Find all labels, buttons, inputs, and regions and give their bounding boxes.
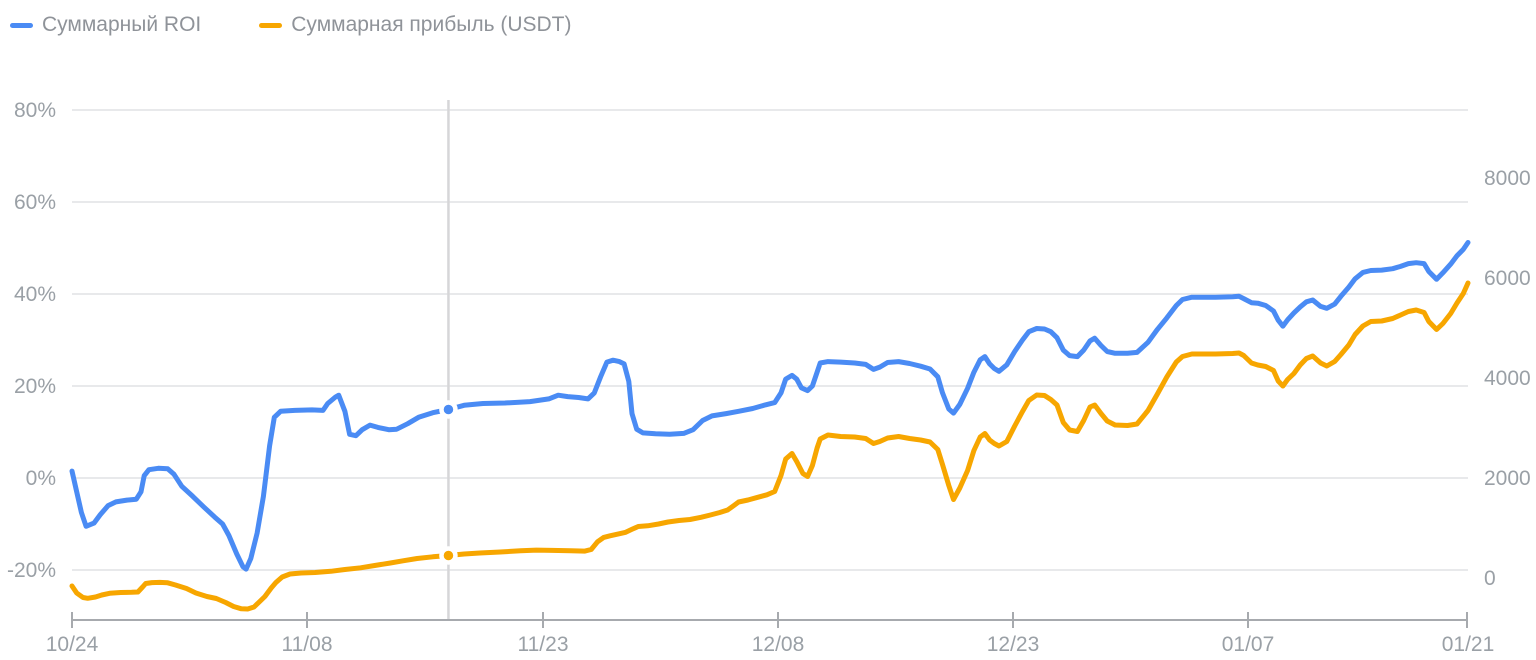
y-right-tick-label: 0 [1484, 567, 1496, 590]
y-right-tick-label: 6000 [1484, 267, 1531, 290]
y-right-tick-label: 4000 [1484, 367, 1531, 390]
profit-line [69, 280, 1471, 612]
profit-crosshair-marker [439, 546, 458, 565]
y-left-tick-label: 20% [14, 375, 56, 398]
y-left-tick-label: 80% [14, 99, 56, 122]
y-left-tick-label: 0% [26, 467, 56, 490]
legend-item-profit[interactable]: Суммарная прибыль (USDT) [259, 12, 572, 38]
y-right-tick-label: 2000 [1484, 467, 1531, 490]
profit-legend-label: Суммарная прибыль (USDT) [291, 13, 572, 36]
x-tick-label: 12/23 [987, 633, 1040, 656]
roi-legend-label: Суммарный ROI [42, 13, 202, 36]
y-right-tick-label: 8000 [1484, 167, 1531, 190]
y-axis-right: 8000 6000 4000 2000 0 [1484, 167, 1531, 590]
legend: Суммарный ROI Суммарная прибыль (USDT) [10, 12, 572, 38]
x-tick-label: 10/24 [46, 633, 99, 656]
roi-crosshair-marker [439, 400, 458, 419]
gridlines [72, 109, 1468, 571]
x-tick-label: 12/08 [752, 633, 805, 656]
x-tick-label: 01/07 [1222, 633, 1275, 656]
x-tick-label: 11/08 [282, 633, 333, 656]
profit-legend-swatch-icon [259, 22, 283, 28]
legend-item-roi[interactable]: Суммарный ROI [10, 12, 201, 38]
roi-line [69, 240, 1471, 572]
x-tick-label: 11/23 [518, 633, 569, 656]
x-axis: 10/24 11/08 11/23 12/08 12/23 01/07 01/2… [46, 612, 1495, 656]
roi-legend-swatch-icon [10, 22, 33, 28]
y-left-tick-label: 60% [14, 191, 56, 214]
x-tick-label: 01/21 [1442, 633, 1495, 656]
y-left-tick-label: -20% [7, 559, 56, 582]
y-left-tick-label: 40% [14, 283, 56, 306]
y-axis-left: 80% 60% 40% 20% 0% -20% [7, 99, 56, 582]
